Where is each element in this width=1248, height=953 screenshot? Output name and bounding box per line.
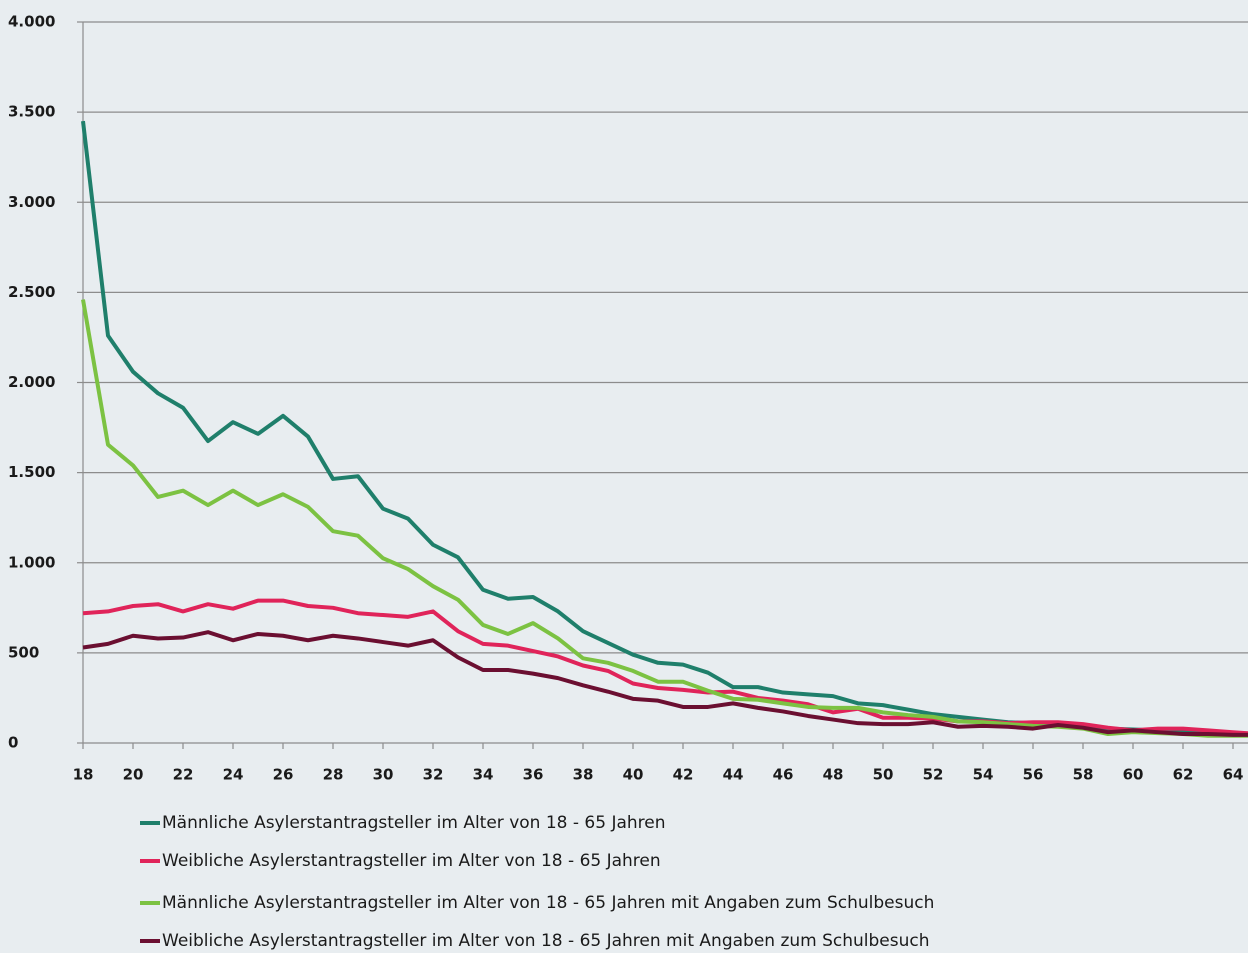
series-line xyxy=(81,120,1248,737)
y-tick-label: 4.000 xyxy=(8,13,55,31)
y-tick-label: 500 xyxy=(8,643,39,661)
x-tick-label: 20 xyxy=(123,766,144,784)
x-tick-label: 46 xyxy=(773,766,794,784)
y-tick-label: 0 xyxy=(8,734,18,752)
plot xyxy=(81,120,1248,738)
labels: 0 500 1.000 1.500 2.000 2.500 3.000 3.500 4.000 1… xyxy=(8,13,1243,952)
x-tick-label: 52 xyxy=(923,766,944,784)
x-tick-label: 18 xyxy=(73,766,94,784)
series-line xyxy=(82,598,1248,736)
x-tick-label: 56 xyxy=(1023,766,1044,784)
x-tick-label: 58 xyxy=(1073,766,1094,784)
x-tick-label: 50 xyxy=(873,766,894,784)
x-tick-label: 32 xyxy=(423,766,444,784)
y-tick-label: 2.000 xyxy=(8,373,55,391)
x-tick-label: 28 xyxy=(323,766,344,784)
x-tick-label: 60 xyxy=(1123,766,1144,784)
x-tick-label: 38 xyxy=(573,766,594,784)
x-tick-label: 36 xyxy=(523,766,544,784)
x-tick-label: 40 xyxy=(623,766,644,784)
y-tick-label: 1.000 xyxy=(8,553,55,571)
x-tick-label: 42 xyxy=(673,766,694,784)
x-tick-label: 30 xyxy=(373,766,394,784)
legend-label: Männliche Asylerstantragsteller im Alter… xyxy=(162,813,666,833)
series-line xyxy=(81,299,1248,738)
legend-label: Weibliche Asylerstantragsteller im Alter… xyxy=(162,931,930,951)
legend-label: Männliche Asylerstantragsteller im Alter… xyxy=(162,893,934,913)
legend-label: Weibliche Asylerstantragsteller im Alter… xyxy=(162,851,661,871)
y-tick-label: 3.000 xyxy=(8,193,55,211)
y-tick-label: 3.500 xyxy=(8,103,55,121)
x-tick-label: 62 xyxy=(1173,766,1194,784)
y-tick-label: 1.500 xyxy=(8,463,55,481)
x-tick-label: 22 xyxy=(173,766,194,784)
x-tick-label: 48 xyxy=(823,766,844,784)
x-tick-label: 54 xyxy=(973,766,994,784)
series-line xyxy=(82,630,1248,737)
x-tick-label: 34 xyxy=(473,766,494,784)
x-tick-label: 26 xyxy=(273,766,294,784)
y-tick-label: 2.500 xyxy=(8,283,55,301)
x-tick-label: 24 xyxy=(223,766,244,784)
x-tick-label: 64 xyxy=(1223,766,1244,784)
x-tick-label: 44 xyxy=(723,766,744,784)
grid xyxy=(77,21,1248,749)
